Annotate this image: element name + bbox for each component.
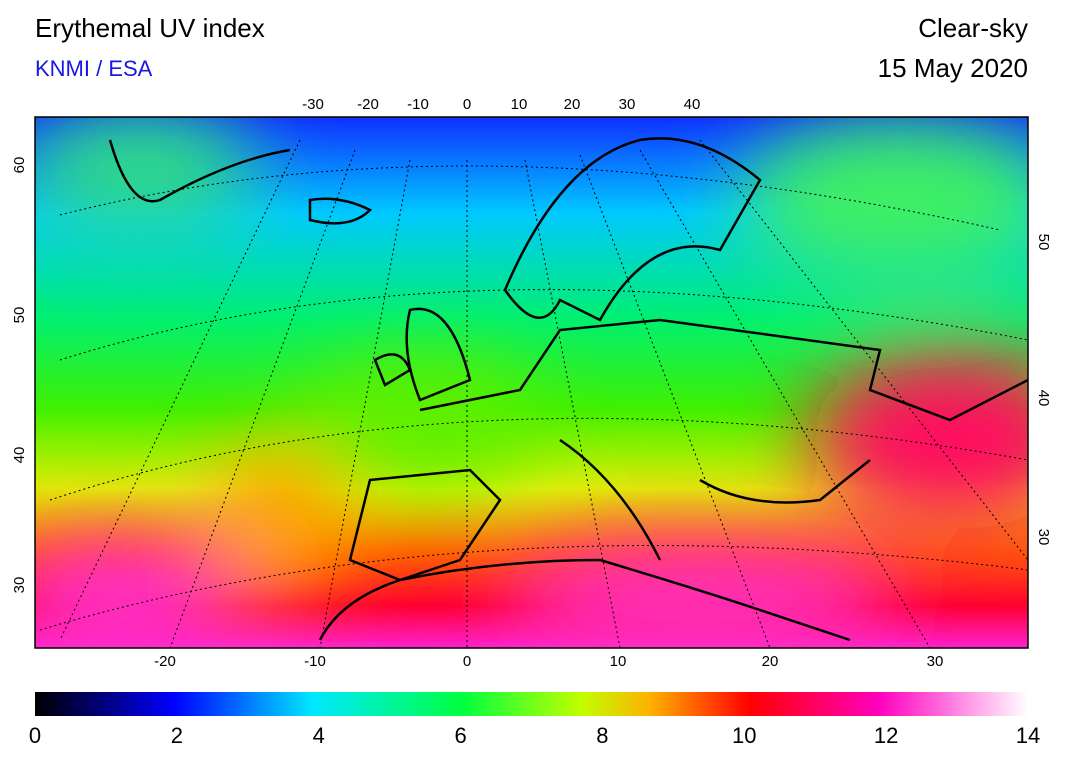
bottom-lon-label: -10 xyxy=(304,653,326,670)
title: Erythemal UV index xyxy=(35,13,265,43)
bottom-lon-label: -20 xyxy=(154,653,176,670)
colorbar xyxy=(35,692,1028,716)
bottom-lon-label: 0 xyxy=(463,653,471,670)
colorbar-tick-label: 4 xyxy=(313,723,325,748)
top-lon-label: -30 xyxy=(302,96,324,113)
top-lon-label: 20 xyxy=(564,96,581,113)
left-lat-label: 40 xyxy=(11,447,28,464)
top-lon-label: 10 xyxy=(511,96,528,113)
colorbar-tick-label: 14 xyxy=(1016,723,1040,748)
map-frame xyxy=(34,116,1029,649)
colorbar-tick-label: 10 xyxy=(732,723,756,748)
right-lat-label: 50 xyxy=(1035,234,1052,251)
colorbar-tick-label: 6 xyxy=(454,723,466,748)
top-lon-label: 40 xyxy=(684,96,701,113)
top-lon-label: -10 xyxy=(407,96,429,113)
colorbar-tick-label: 8 xyxy=(596,723,608,748)
left-lat-label: 60 xyxy=(11,157,28,174)
coastline xyxy=(108,137,1028,642)
right-lat-label: 40 xyxy=(1035,390,1052,407)
top-lon-label: -20 xyxy=(357,96,379,113)
left-lat-label: 50 xyxy=(11,307,28,324)
uv-field xyxy=(35,117,1028,648)
colorbar-tick-label: 2 xyxy=(171,723,183,748)
graticule xyxy=(39,139,1028,648)
left-lat-label: 30 xyxy=(11,577,28,594)
right-lat-label: 30 xyxy=(1035,529,1052,546)
colorbar-tick-label: 0 xyxy=(29,723,41,748)
bottom-lon-label: 20 xyxy=(762,653,779,670)
bottom-lon-label: 10 xyxy=(610,653,627,670)
sky-label: Clear-sky xyxy=(918,13,1028,43)
colorbar-tick-label: 12 xyxy=(874,723,898,748)
top-lon-label: 0 xyxy=(463,96,471,113)
top-lon-label: 30 xyxy=(619,96,636,113)
source: KNMI / ESA xyxy=(35,56,153,81)
date: 15 May 2020 xyxy=(878,53,1028,83)
bottom-lon-label: 30 xyxy=(927,653,944,670)
